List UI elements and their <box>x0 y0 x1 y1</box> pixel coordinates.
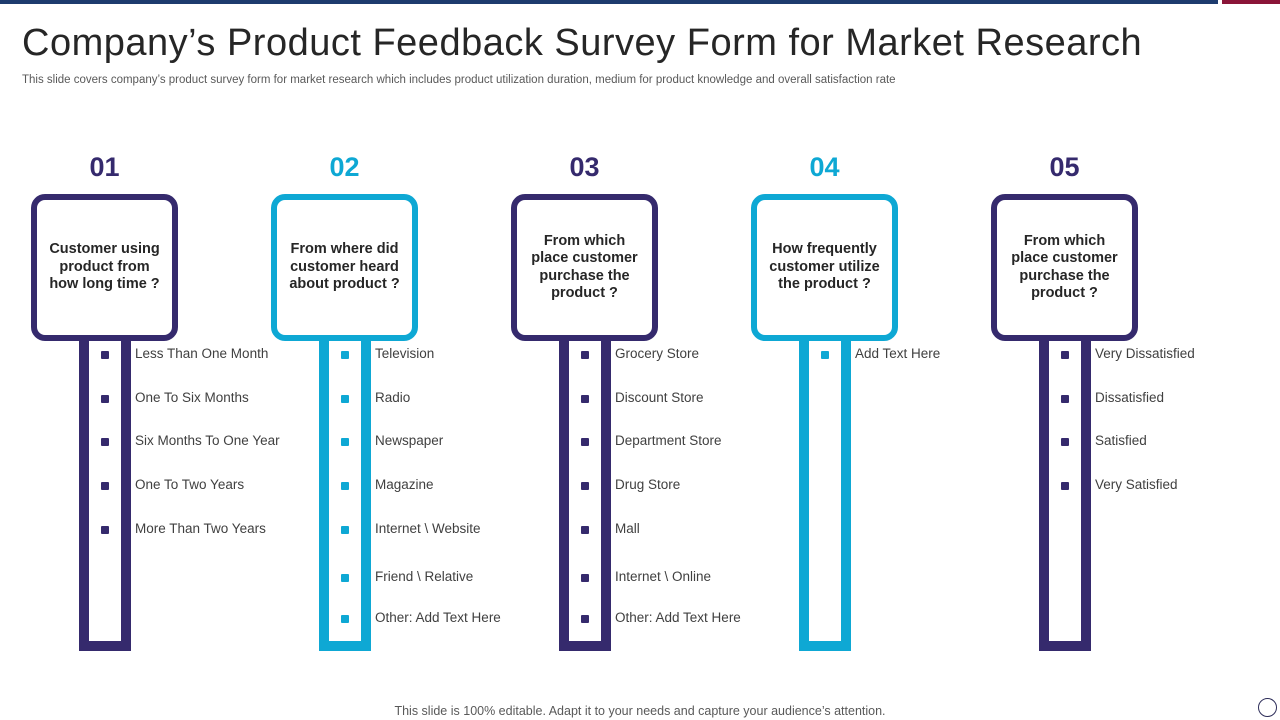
question-card: Customer using product from how long tim… <box>31 194 178 341</box>
answer-option-label: One To Two Years <box>135 477 245 492</box>
square-bullet-icon <box>821 351 829 359</box>
answer-option-label: Department Store <box>615 433 722 448</box>
answer-option-label: Friend \ Relative <box>375 569 474 584</box>
square-bullet-icon <box>101 526 109 534</box>
square-bullet-icon <box>341 395 349 403</box>
question-number: 04 <box>809 152 840 182</box>
survey-column-5: 05 From which place customer purchase the… <box>991 150 1231 655</box>
square-bullet-icon <box>581 574 589 582</box>
page-subtitle: This slide covers company’s product surv… <box>22 74 896 86</box>
answer-option-label: Grocery Store <box>615 346 700 361</box>
answer-option-label: Mall <box>615 521 640 536</box>
square-bullet-icon <box>101 351 109 359</box>
question-text: Customer using product from how long tim… <box>49 241 160 293</box>
answer-option-label: Very Satisfied <box>1095 477 1178 492</box>
question-number: 03 <box>569 152 600 182</box>
question-number: 05 <box>1049 152 1080 182</box>
top-accent-bar <box>0 0 1218 4</box>
top-accent-bar-secondary <box>1222 0 1280 4</box>
question-number: 02 <box>329 152 360 182</box>
answer-option-label: Discount Store <box>615 390 704 405</box>
options-stem <box>319 341 371 651</box>
question-card: From which place customer purchase the p… <box>511 194 658 341</box>
survey-column-2: 02 From where did customer heard about pr… <box>271 150 511 655</box>
square-bullet-icon <box>101 438 109 446</box>
answer-option-label: Other: Add Text Here <box>375 610 501 625</box>
question-card: How frequently customer utilize the prod… <box>751 194 898 341</box>
survey-column-3: 03 From which place customer purchase the… <box>511 150 751 655</box>
options-stem <box>79 341 131 651</box>
question-text: From which place customer purchase the p… <box>1011 232 1118 302</box>
footer-note: This slide is 100% editable. Adapt it to… <box>394 704 886 718</box>
question-text: From where did customer heard about prod… <box>289 241 400 293</box>
answer-option-label: Other: Add Text Here <box>615 610 741 625</box>
question-card: From where did customer heard about prod… <box>271 194 418 341</box>
answer-option-label: More Than Two Years <box>135 521 266 536</box>
square-bullet-icon <box>581 438 589 446</box>
answer-option-label: Radio <box>375 390 411 405</box>
square-bullet-icon <box>341 351 349 359</box>
slide-corner-circle-icon <box>1258 698 1277 717</box>
options-stem <box>1039 341 1091 651</box>
answer-option-label: Television <box>375 346 435 361</box>
square-bullet-icon <box>341 615 349 623</box>
answer-option-label: Drug Store <box>615 477 681 492</box>
answer-option-label: Very Dissatisfied <box>1095 346 1195 361</box>
question-card: From which place customer purchase the p… <box>991 194 1138 341</box>
answer-option-label: One To Six Months <box>135 390 249 405</box>
square-bullet-icon <box>1061 395 1069 403</box>
options-stem <box>559 341 611 651</box>
square-bullet-icon <box>581 351 589 359</box>
options-stem <box>799 341 851 651</box>
square-bullet-icon <box>341 574 349 582</box>
square-bullet-icon <box>101 482 109 490</box>
answer-option-label: Internet \ Website <box>375 521 481 536</box>
answer-option-label: Newspaper <box>375 433 444 448</box>
square-bullet-icon <box>1061 482 1069 490</box>
answer-option-label: Six Months To One Year <box>135 433 280 448</box>
survey-column-1: 01 Customer using product from how long t… <box>31 150 280 655</box>
question-number: 01 <box>89 152 120 182</box>
question-text: How frequently customer utilize the prod… <box>769 241 880 293</box>
answer-option-label: Internet \ Online <box>615 569 712 584</box>
square-bullet-icon <box>341 438 349 446</box>
square-bullet-icon <box>1061 438 1069 446</box>
square-bullet-icon <box>581 482 589 490</box>
answer-option-label: Satisfied <box>1095 433 1147 448</box>
square-bullet-icon <box>101 395 109 403</box>
square-bullet-icon <box>581 615 589 623</box>
square-bullet-icon <box>581 526 589 534</box>
answer-option-label: Dissatisfied <box>1095 390 1165 405</box>
question-text: From which place customer purchase the p… <box>531 232 638 302</box>
square-bullet-icon <box>341 526 349 534</box>
page-title: Company’s Product Feedback Survey Form f… <box>22 22 1143 64</box>
square-bullet-icon <box>581 395 589 403</box>
answer-option-label: Less Than One Month <box>135 346 269 361</box>
square-bullet-icon <box>1061 351 1069 359</box>
answer-option-label: Magazine <box>375 477 434 492</box>
square-bullet-icon <box>341 482 349 490</box>
answer-option-label: Add Text Here <box>855 346 941 361</box>
survey-column-4: 04 How frequently customer utilize the pr… <box>751 150 991 655</box>
